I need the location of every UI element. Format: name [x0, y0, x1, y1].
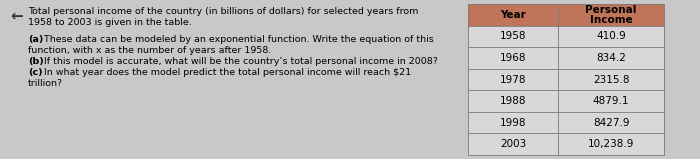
Text: 4879.1: 4879.1 [593, 96, 629, 106]
Text: trillion?: trillion? [28, 79, 63, 88]
Bar [468, 47, 664, 69]
Text: 10,238.9: 10,238.9 [588, 139, 634, 149]
Text: If this model is accurate, what will be the country’s total personal income in 2: If this model is accurate, what will be … [41, 57, 438, 66]
Text: 1998: 1998 [500, 118, 526, 128]
Text: function, with x as the number of years after 1958.: function, with x as the number of years … [28, 46, 272, 55]
Text: 1968: 1968 [500, 53, 526, 63]
Text: 2315.8: 2315.8 [593, 75, 629, 84]
Text: (c): (c) [28, 68, 43, 77]
Text: Year: Year [500, 10, 526, 20]
Bar [468, 133, 664, 155]
Bar [468, 4, 664, 26]
Text: (b): (b) [28, 57, 43, 66]
Text: 410.9: 410.9 [596, 31, 626, 41]
Bar [468, 112, 664, 133]
Text: Total personal income of the country (in billions of dollars) for selected years: Total personal income of the country (in… [28, 7, 419, 16]
Text: 8427.9: 8427.9 [593, 118, 629, 128]
Bar [468, 26, 664, 47]
Bar [468, 69, 664, 90]
Text: 2003: 2003 [500, 139, 526, 149]
Text: These data can be modeled by an exponential function. Write the equation of this: These data can be modeled by an exponent… [41, 35, 434, 44]
Text: 1958: 1958 [500, 31, 526, 41]
Text: ←: ← [10, 8, 22, 23]
Text: 1958 to 2003 is given in the table.: 1958 to 2003 is given in the table. [28, 18, 192, 27]
Text: Income: Income [589, 14, 633, 24]
Text: In what year does the model predict the total personal income will reach $21: In what year does the model predict the … [41, 68, 411, 77]
Text: 1988: 1988 [500, 96, 526, 106]
Text: Personal: Personal [585, 5, 637, 15]
Text: 834.2: 834.2 [596, 53, 626, 63]
Text: (a): (a) [28, 35, 43, 44]
Bar [468, 90, 664, 112]
Text: 1978: 1978 [500, 75, 526, 84]
